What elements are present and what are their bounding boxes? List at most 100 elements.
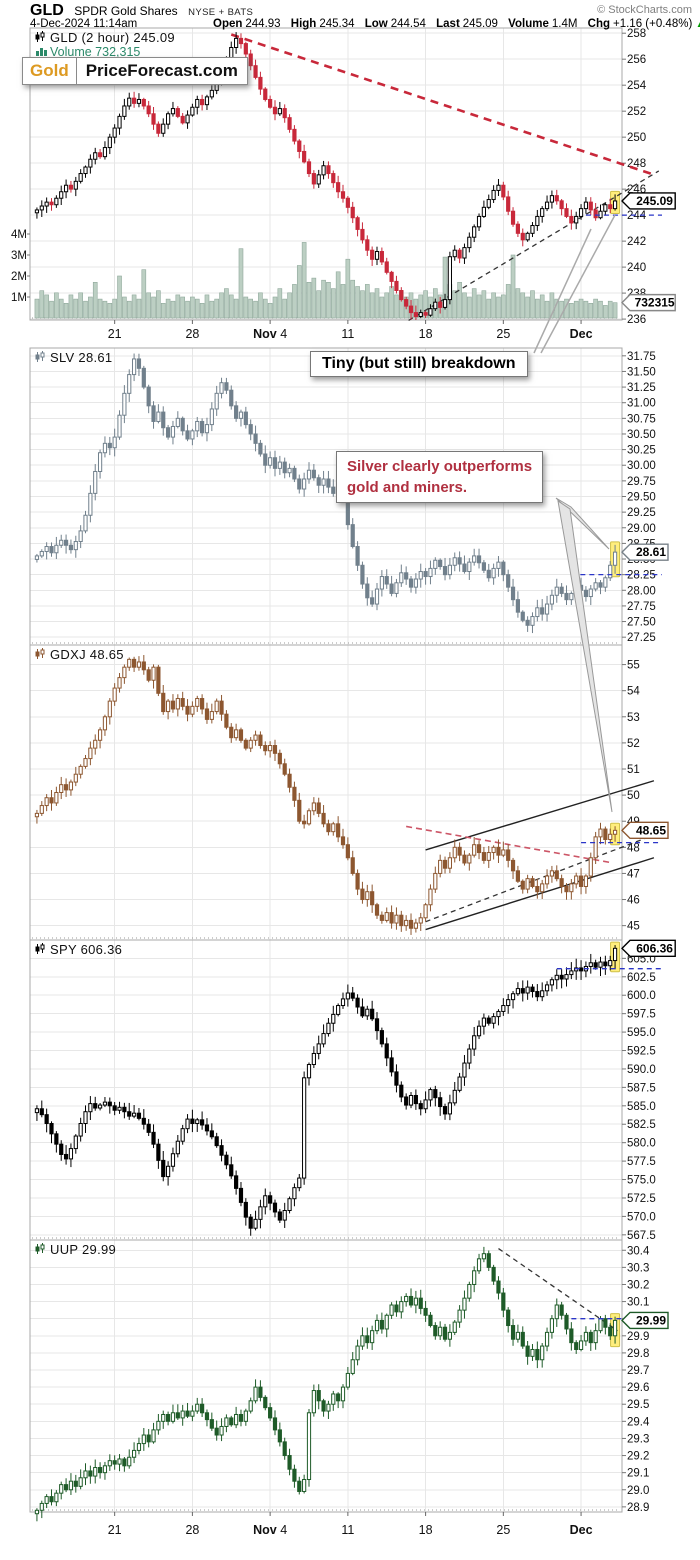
y-axis-label: 585.0: [627, 1101, 656, 1113]
candle-body: [224, 1154, 229, 1166]
candle-body: [355, 1345, 360, 1361]
volume-bar: [583, 300, 589, 319]
candle-body: [88, 492, 93, 516]
candle-body: [297, 140, 302, 152]
candle-body: [370, 891, 375, 906]
candle-body: [44, 1114, 49, 1125]
volume-bar: [156, 290, 161, 319]
candle-body: [78, 1123, 83, 1137]
y-axis-label: 53: [627, 712, 640, 724]
candle-body: [462, 1062, 467, 1078]
candle-body: [243, 411, 248, 426]
candle-body: [350, 206, 355, 219]
symbol-title: GLD: [30, 2, 64, 19]
candle-body: [428, 1089, 433, 1101]
volume-bar: [515, 288, 521, 319]
candle-body: [418, 571, 423, 580]
candle-body: [302, 478, 307, 490]
candle-body: [302, 1077, 307, 1179]
candle-body: [612, 829, 618, 835]
candle-body: [588, 857, 593, 877]
candle-body: [428, 888, 433, 906]
candle-body: [384, 1043, 389, 1059]
candle-body: [394, 914, 399, 924]
candle-body: [122, 392, 127, 416]
candle-body: [302, 150, 307, 163]
low-label: Low: [364, 18, 388, 30]
candle-body: [394, 280, 399, 292]
candle-body: [331, 173, 336, 184]
candle-body: [190, 106, 195, 116]
volume-bar: [486, 298, 492, 319]
candle-body: [97, 729, 103, 741]
candle-body: [355, 546, 360, 566]
candle-body: [418, 312, 423, 317]
candle-body: [598, 961, 603, 968]
candle-body: [311, 1052, 316, 1066]
candle-body: [117, 1458, 122, 1465]
candle-body: [127, 658, 132, 668]
y-axis-label: 46: [627, 895, 640, 907]
candle-body: [219, 1425, 224, 1436]
candle-body: [540, 990, 545, 998]
candle-body: [44, 201, 49, 207]
volume-bar: [335, 271, 341, 319]
candle-body: [49, 546, 54, 554]
candle-body: [370, 249, 375, 260]
candle-body: [564, 974, 569, 980]
candle-body: [122, 666, 127, 679]
y-axis-label: 48: [627, 842, 640, 854]
breakdown-callout-line: [540, 214, 616, 354]
y-axis-label: 30.1: [627, 1297, 649, 1309]
y-axis-label: 29.4: [627, 1416, 650, 1428]
volume-bar: [233, 298, 239, 319]
candle-body: [578, 875, 584, 887]
volume-bar: [520, 292, 526, 319]
volume-bar: [467, 296, 472, 319]
volume-bar: [107, 302, 113, 319]
x-axis-label: 21: [108, 1523, 122, 1537]
candle-body: [583, 875, 589, 887]
candle-body: [185, 1410, 190, 1417]
candle-body: [63, 1484, 69, 1491]
candle-body: [185, 114, 190, 124]
candle-body: [413, 578, 418, 588]
candle-body: [248, 53, 253, 67]
candle-body: [321, 1400, 326, 1412]
candle-body: [292, 128, 297, 142]
candle-body: [141, 1117, 146, 1125]
candle-body: [603, 204, 608, 212]
candle-body: [428, 1314, 433, 1327]
volume-bar: [228, 294, 234, 319]
candle-body: [175, 417, 180, 427]
candle-body: [93, 1103, 98, 1109]
goldpriceforecast-logo: Gold PriceForecast.com: [22, 57, 248, 85]
volume-bar: [549, 292, 555, 319]
volume-bar: [535, 298, 540, 319]
y-axis-label: 29.7: [627, 1365, 649, 1377]
candle-body: [93, 152, 98, 160]
y-axis-label: 54: [627, 686, 640, 698]
candle-body: [413, 1094, 418, 1105]
candle-body: [535, 991, 540, 998]
symbol-name: SPDR Gold Shares: [74, 4, 178, 18]
candle-body: [345, 992, 350, 1000]
candle-body: [462, 1297, 467, 1311]
volume-bar: [267, 302, 273, 319]
candle-body: [49, 201, 54, 206]
panel-border: [29, 1239, 623, 1513]
candle-body: [554, 870, 559, 880]
candle-body: [195, 1403, 200, 1412]
candle-body: [268, 457, 273, 466]
volume-bar: [175, 294, 181, 319]
candle-body: [117, 677, 122, 689]
chg-value: +1.16 (+0.48%): [613, 18, 693, 30]
candle-body: [282, 763, 287, 775]
panel-border: [29, 27, 623, 321]
candle-body: [549, 979, 555, 986]
candle-body: [107, 1460, 112, 1467]
candle-body: [68, 184, 74, 190]
candle-body: [185, 1118, 190, 1130]
x-axis-label: 18: [419, 327, 433, 341]
candle-body: [229, 389, 234, 407]
